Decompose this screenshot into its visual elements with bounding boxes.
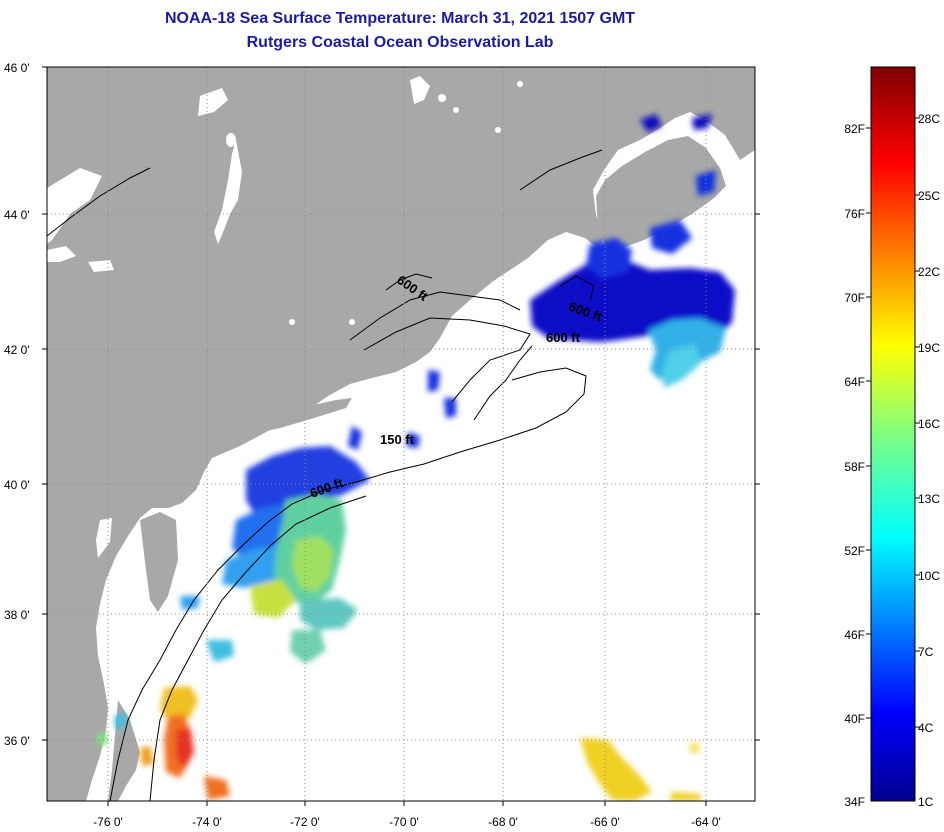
lon-label: -66 0' [590,815,620,829]
lat-label: 46 0' [4,61,30,75]
lon-label: -76 0' [93,815,123,829]
lon-label: -68 0' [488,815,518,829]
lon-label: -72 0' [290,815,320,829]
land-nova-scotia [596,136,726,248]
land-delmarva [140,512,178,612]
map-title: NOAA-18 Sea Surface Temperature: March 3… [164,10,636,27]
isobath-contours [47,149,603,801]
lat-label: 40 0' [4,478,30,492]
axis-ticks [42,66,760,806]
land-mainland [47,67,755,801]
chesapeake-bay [116,540,138,670]
lat-label: 36 0' [4,734,30,748]
sst-data [96,114,735,801]
isobath-label: 150 ft [380,432,415,447]
isobath-label: 600 ft [546,330,581,345]
lat-label: 42 0' [4,343,30,357]
map-frame [46,66,756,802]
lon-label: -74 0' [192,815,222,829]
land-cape-cod [392,322,432,362]
lon-label: -70 0' [389,815,419,829]
lat-label: 38 0' [4,608,30,622]
lat-label: 44 0' [4,208,30,222]
land-long-island [262,398,352,432]
lon-label: -64 0' [691,815,721,829]
map-subtitle: Rutgers Coastal Ocean Observation Lab [246,34,554,51]
